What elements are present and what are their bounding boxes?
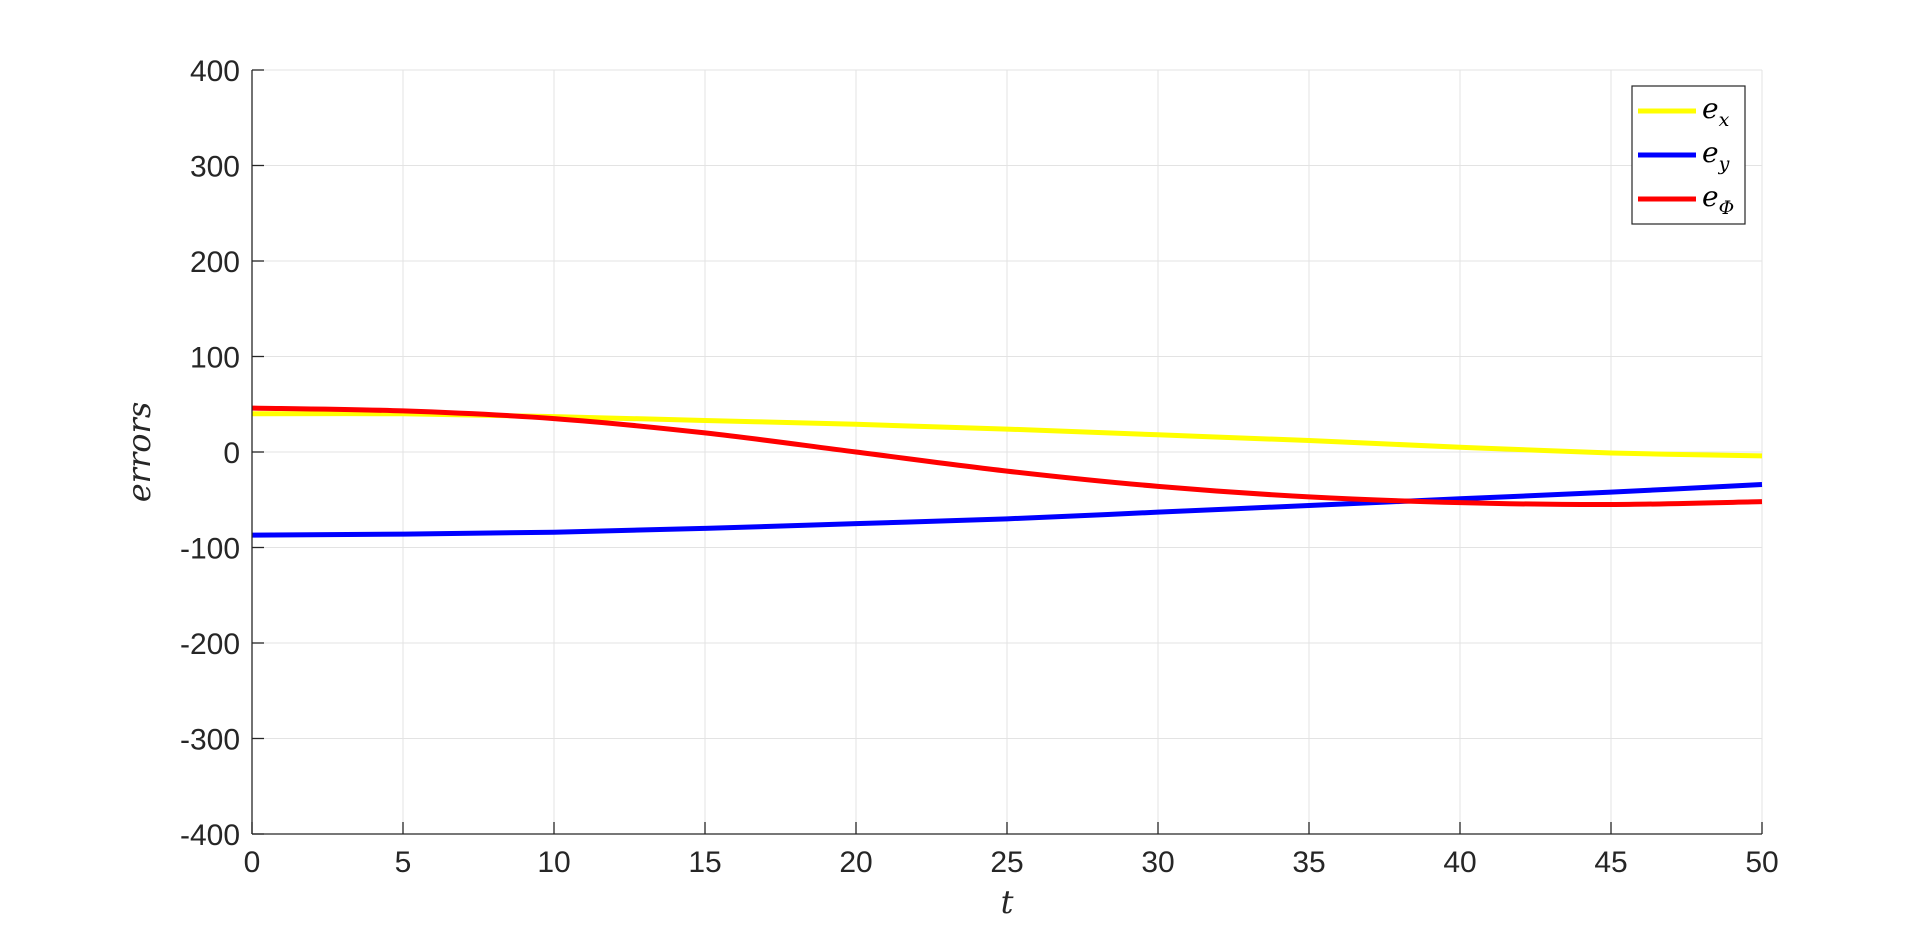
x-axis-label: t [1001, 883, 1014, 921]
x-tick-labels: 0 5 10 15 20 25 30 35 40 45 50 [244, 846, 1779, 879]
x-tick-label: 35 [1292, 846, 1325, 879]
y-tick-label: -400 [180, 819, 240, 852]
x-tick-label: 30 [1141, 846, 1174, 879]
y-tick-label: -100 [180, 533, 240, 566]
y-tick-label: 0 [223, 437, 240, 470]
x-tick-label: 25 [990, 846, 1023, 879]
legend-label-1: ex [1702, 92, 1730, 131]
legend-label-3: eΦ [1702, 180, 1734, 219]
legend: ex ey eΦ [1631, 85, 1746, 225]
legend-label-2: ey [1702, 136, 1730, 175]
y-axis-label: errors [120, 402, 158, 503]
x-tick-label: 20 [839, 846, 872, 879]
y-tick-label: -200 [180, 628, 240, 661]
x-tick-label: 50 [1745, 846, 1778, 879]
axes [251, 69, 1763, 835]
x-tick-label: 40 [1443, 846, 1476, 879]
y-tick-label: -300 [180, 724, 240, 757]
x-tick-label: 5 [395, 846, 412, 879]
y-tick-label: 100 [190, 342, 240, 375]
x-tick-label: 0 [244, 846, 261, 879]
y-tick-labels: -400 -300 -200 -100 0 100 200 300 400 [180, 55, 240, 852]
x-tick-label: 10 [537, 846, 570, 879]
y-tick-label: 400 [190, 55, 240, 88]
series-lines [251, 405, 1763, 538]
x-tick-label: 15 [688, 846, 721, 879]
y-tick-label: 200 [190, 246, 240, 279]
series-line-3 [251, 405, 1763, 508]
y-tick-label: 300 [190, 151, 240, 184]
series-line-2 [251, 481, 1763, 538]
x-tick-label: 45 [1594, 846, 1627, 879]
